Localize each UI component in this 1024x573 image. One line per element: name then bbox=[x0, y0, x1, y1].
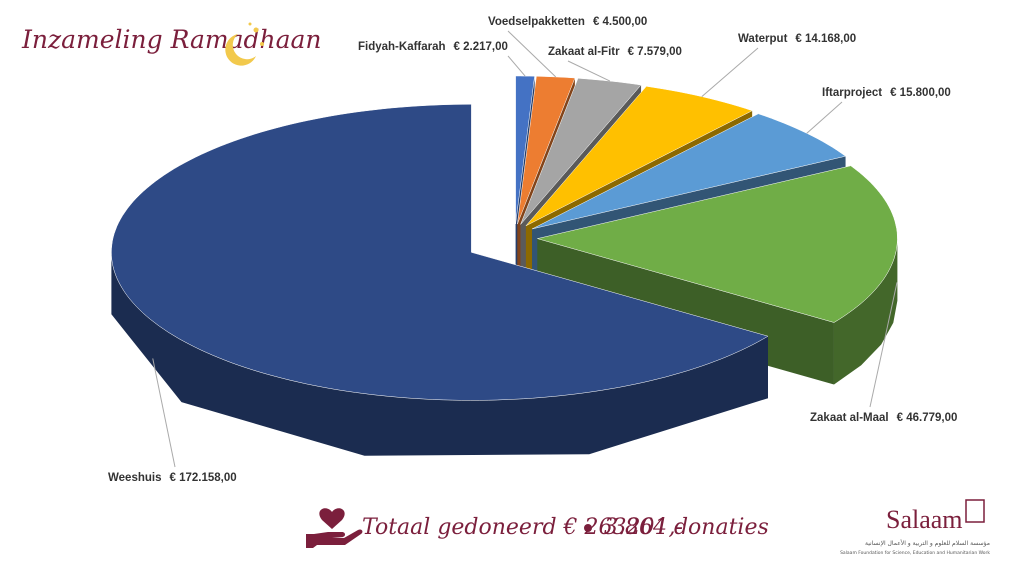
data-label: Weeshuis € 172.158,00 bbox=[108, 472, 237, 484]
leader-line bbox=[869, 282, 898, 408]
category-label: Iftarproject bbox=[822, 87, 882, 99]
category-label: Zakaat al-Maal bbox=[810, 412, 889, 424]
slice bbox=[520, 78, 642, 225]
slice-side bbox=[834, 238, 898, 385]
value-label: € 15.800,00 bbox=[890, 87, 951, 99]
total-text: Totaal gedoneerd € 263201,- bbox=[362, 515, 683, 540]
slice bbox=[515, 75, 535, 225]
logo-arabic: مؤسسة السلام للعلوم و التربية و الأعمال … bbox=[865, 539, 990, 547]
category-label: Weeshuis bbox=[108, 472, 161, 484]
category-label: Zakaat al-Fitr bbox=[548, 46, 620, 58]
slice bbox=[531, 113, 847, 230]
separator-dot bbox=[584, 524, 592, 532]
data-label: Waterput € 14.168,00 bbox=[738, 33, 856, 45]
data-label: Zakaat al-Fitr € 7.579,00 bbox=[548, 46, 682, 58]
leader-line bbox=[152, 358, 176, 468]
value-label: € 172.158,00 bbox=[169, 472, 236, 484]
chart-title: Inzameling Ramadhaan bbox=[21, 25, 322, 54]
slice bbox=[111, 104, 769, 401]
leader-line bbox=[507, 30, 557, 78]
slice-side bbox=[111, 252, 768, 456]
value-label: € 14.168,00 bbox=[795, 33, 856, 45]
leader-line bbox=[701, 47, 759, 98]
category-label: Waterput bbox=[738, 33, 788, 45]
data-label: Iftarproject € 15.800,00 bbox=[822, 87, 951, 99]
data-label: Fidyah-Kaffarah € 2.217,00 bbox=[358, 41, 508, 53]
value-label: € 46.779,00 bbox=[897, 412, 958, 424]
heart-hand-icon bbox=[306, 508, 363, 548]
category-label: Voedselpakketten bbox=[488, 16, 585, 28]
slice bbox=[537, 165, 898, 323]
moon-icon bbox=[225, 22, 264, 66]
leader-line bbox=[806, 101, 843, 134]
value-label: € 4.500,00 bbox=[593, 16, 647, 28]
value-label: € 2.217,00 bbox=[454, 41, 508, 53]
labels: Fidyah-Kaffarah € 2.217,00 Voedselpakkette… bbox=[108, 16, 957, 484]
logo-subtitle: Salaam Foundation for Science, Education… bbox=[840, 550, 990, 556]
logo-text: Salaam bbox=[886, 505, 963, 534]
pie bbox=[111, 75, 898, 456]
data-label: Voedselpakketten € 4.500,00 bbox=[488, 16, 647, 28]
leader-line bbox=[567, 60, 611, 82]
value-label: € 7.579,00 bbox=[628, 46, 682, 58]
leader-line bbox=[507, 55, 526, 77]
donations-text: 3.864 donaties bbox=[604, 515, 769, 540]
logo: Salaam مؤسسة السلام للعلوم و التربية و ا… bbox=[840, 499, 990, 556]
slice bbox=[517, 76, 576, 225]
category-label: Fidyah-Kaffarah bbox=[358, 41, 446, 53]
data-label: Zakaat al-Maal € 46.779,00 bbox=[810, 412, 957, 424]
